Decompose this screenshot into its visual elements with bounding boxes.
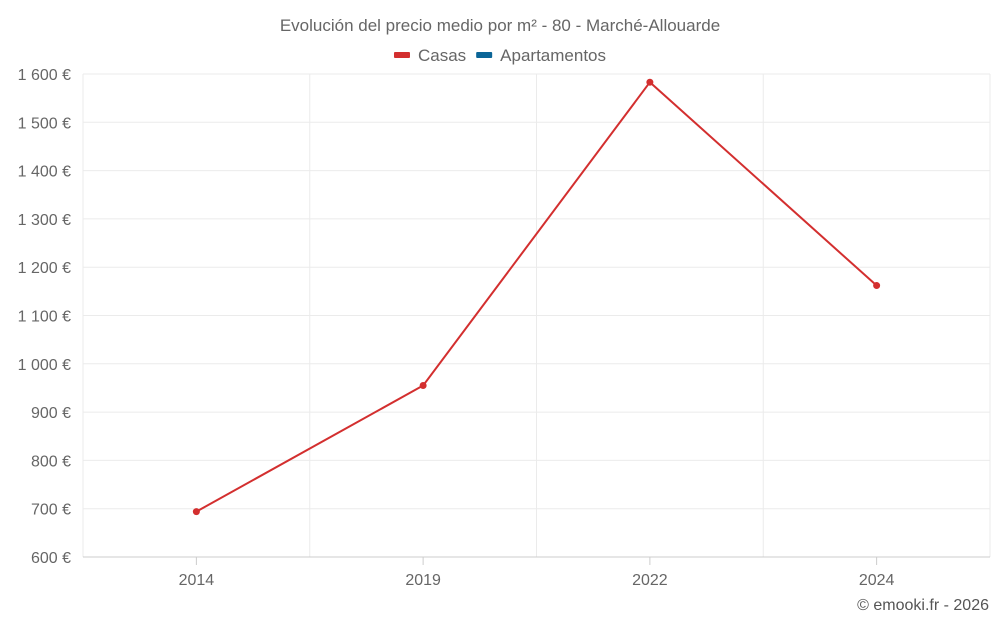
y-tick-label: 600 € (31, 550, 71, 567)
x-axis: 2014 2019 2022 2024 (83, 556, 990, 589)
y-tick-label: 1 500 € (18, 115, 71, 132)
y-tick-label: 1 600 € (18, 67, 71, 84)
x-tick-label: 2019 (405, 572, 441, 589)
legend-item-apartamentos[interactable]: Apartamentos (476, 46, 606, 65)
y-tick-label: 700 € (31, 502, 71, 519)
y-tick-label: 1 200 € (18, 260, 71, 277)
credit-text: © emooki.fr - 2026 (857, 597, 989, 614)
grid (82, 73, 991, 557)
x-tick-label: 2014 (179, 572, 215, 589)
legend-item-casas[interactable]: Casas (393, 46, 466, 65)
legend-label: Casas (418, 46, 466, 65)
series-layer (192, 78, 881, 516)
y-tick-label: 1 400 € (18, 164, 71, 181)
data-point[interactable] (192, 508, 200, 516)
y-tick-label: 1 300 € (18, 212, 71, 229)
x-tick-label: 2022 (632, 572, 668, 589)
y-tick-label: 1 000 € (18, 357, 71, 374)
data-point[interactable] (873, 282, 881, 290)
legend-swatch (393, 52, 410, 58)
y-tick-label: 900 € (31, 405, 71, 422)
data-point[interactable] (419, 382, 427, 390)
x-tick-label: 2024 (859, 572, 895, 589)
legend: Casas Apartamentos (393, 46, 606, 65)
legend-label: Apartamentos (500, 46, 606, 65)
y-tick-label: 1 100 € (18, 309, 71, 326)
series-line-casas (195, 80, 878, 513)
chart-title: Evolución del precio medio por m² - 80 -… (280, 16, 720, 35)
y-axis: 1 600 € 1 500 € 1 400 € 1 300 € 1 200 € 1 100… (18, 67, 71, 567)
legend-swatch (476, 52, 493, 58)
data-point[interactable] (646, 78, 654, 86)
y-tick-label: 800 € (31, 453, 71, 470)
